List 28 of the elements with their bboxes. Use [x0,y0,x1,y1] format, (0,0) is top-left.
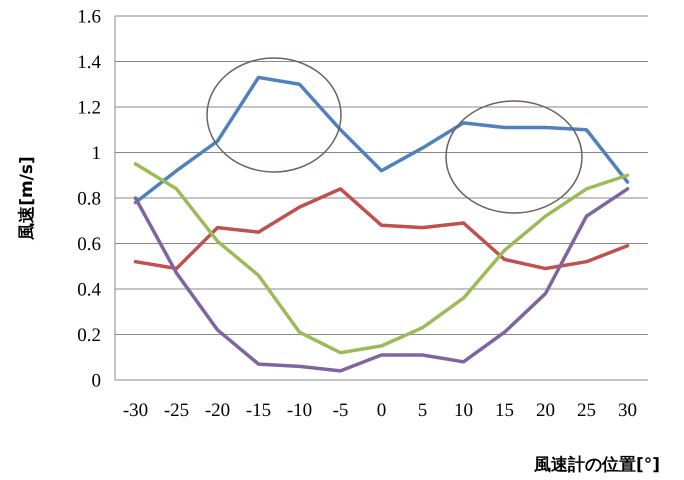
y-tick-label: 0.2 [77,325,101,346]
x-tick-label: -15 [246,400,272,421]
line-series [134,187,630,373]
y-tick-label: 0.4 [77,280,102,301]
y-axis-title: 風速[m/s] [17,156,37,241]
x-tick-label: 5 [418,400,428,421]
y-tick-label: 1.6 [77,6,101,28]
x-tick-label: -30 [122,400,148,421]
x-tick-label: 20 [536,400,555,421]
y-tick-label: 1.4 [77,52,102,74]
line-series [134,162,630,354]
x-axis-title: 風速計の位置[°] [532,455,660,475]
y-tick-label: 0 [92,370,101,392]
y-tick-label: 0.6 [77,234,101,256]
x-tick-label: 0 [376,400,386,421]
x-tick-label: 25 [577,400,596,421]
x-tick-label: -20 [204,400,230,421]
line-series [134,76,630,204]
x-tick-label: 10 [454,400,473,421]
y-tick-label: 1.2 [77,98,101,119]
line-series [134,187,630,270]
x-tick-label: -10 [286,400,312,421]
y-tick-label: 0.8 [77,188,101,210]
x-tick-label: -5 [332,400,348,421]
x-tick-label: 30 [618,400,637,421]
x-tick-label: -25 [164,400,190,421]
x-tick-label: 15 [495,400,514,421]
y-tick-label: 1 [92,143,101,164]
